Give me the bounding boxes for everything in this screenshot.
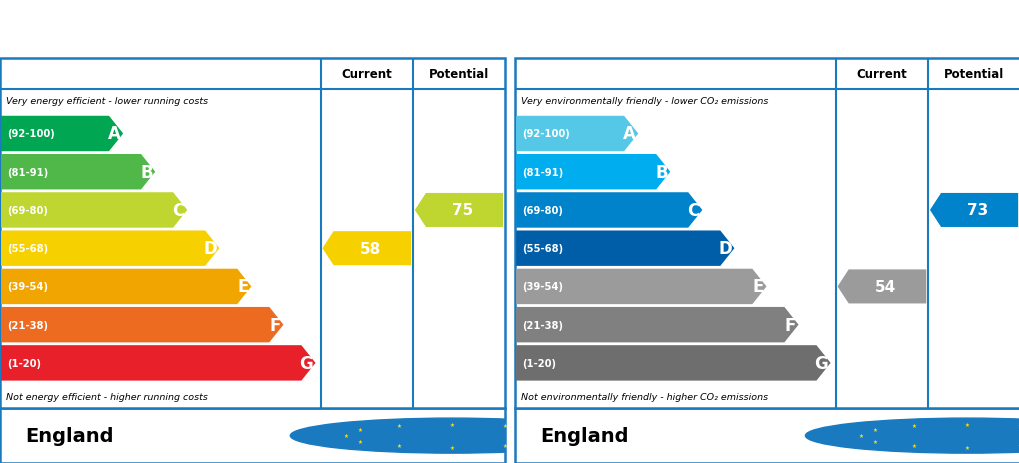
Polygon shape	[415, 194, 502, 227]
Text: Potential: Potential	[428, 68, 488, 81]
Text: A: A	[108, 125, 120, 143]
Polygon shape	[516, 231, 734, 266]
FancyBboxPatch shape	[0, 59, 504, 408]
Text: (21-38): (21-38)	[7, 320, 48, 330]
Text: (39-54): (39-54)	[522, 282, 562, 292]
Text: (69-80): (69-80)	[522, 206, 562, 215]
Text: (55-68): (55-68)	[522, 244, 562, 254]
Text: EU Directive
2002/91/EC: EU Directive 2002/91/EC	[326, 425, 390, 446]
Text: (69-80): (69-80)	[7, 206, 48, 215]
Text: ★: ★	[449, 444, 453, 450]
Text: D: D	[203, 240, 217, 257]
FancyBboxPatch shape	[515, 59, 1019, 408]
Text: G: G	[813, 354, 827, 372]
Text: B: B	[140, 163, 153, 181]
Polygon shape	[1, 155, 155, 190]
Text: England: England	[25, 426, 114, 445]
Text: C: C	[687, 201, 699, 219]
Text: ★: ★	[872, 439, 876, 444]
Text: (21-38): (21-38)	[522, 320, 562, 330]
Polygon shape	[516, 307, 798, 343]
Polygon shape	[1, 117, 123, 152]
Polygon shape	[837, 270, 925, 304]
Text: ★: ★	[541, 427, 545, 432]
FancyBboxPatch shape	[0, 408, 504, 463]
Text: (92-100): (92-100)	[7, 129, 55, 139]
Text: Not environmentally friendly - higher CO₂ emissions: Not environmentally friendly - higher CO…	[521, 393, 767, 401]
Polygon shape	[516, 269, 765, 305]
Text: ★: ★	[911, 443, 915, 448]
Text: Very environmentally friendly - lower CO₂ emissions: Very environmentally friendly - lower CO…	[521, 97, 767, 106]
Text: England: England	[540, 426, 629, 445]
Text: C: C	[172, 201, 184, 219]
Text: ★: ★	[396, 423, 400, 428]
Text: Energy Efficiency Rating: Energy Efficiency Rating	[118, 20, 386, 39]
Text: F: F	[784, 316, 795, 334]
Text: ★: ★	[1017, 423, 1019, 428]
Polygon shape	[516, 345, 829, 381]
Text: Current: Current	[856, 68, 906, 81]
Text: ★: ★	[396, 443, 400, 448]
Text: Very energy efficient - lower running costs: Very energy efficient - lower running co…	[6, 97, 208, 106]
Text: 73: 73	[966, 203, 987, 218]
Text: A: A	[623, 125, 635, 143]
Text: (81-91): (81-91)	[7, 167, 48, 177]
Text: ★: ★	[555, 433, 559, 438]
Text: ★: ★	[858, 433, 862, 438]
Text: (81-91): (81-91)	[522, 167, 562, 177]
Text: E: E	[237, 278, 249, 296]
Text: Environmental Impact (CO₂) Rating: Environmental Impact (CO₂) Rating	[575, 20, 959, 39]
Text: ★: ★	[358, 427, 362, 432]
Polygon shape	[516, 155, 669, 190]
Polygon shape	[516, 117, 638, 152]
Text: 75: 75	[451, 203, 473, 218]
Text: D: D	[717, 240, 732, 257]
Text: 58: 58	[359, 241, 380, 256]
Text: ★: ★	[502, 443, 506, 448]
Polygon shape	[1, 269, 251, 305]
Text: ★: ★	[1017, 443, 1019, 448]
Text: (1-20): (1-20)	[522, 358, 555, 368]
Text: ★: ★	[964, 444, 968, 450]
Text: F: F	[269, 316, 280, 334]
Polygon shape	[1, 193, 187, 228]
Text: (39-54): (39-54)	[7, 282, 48, 292]
Text: ★: ★	[343, 433, 347, 438]
FancyBboxPatch shape	[515, 408, 1019, 463]
Polygon shape	[1, 307, 283, 343]
Text: E: E	[752, 278, 763, 296]
Text: (55-68): (55-68)	[7, 244, 48, 254]
Text: ★: ★	[358, 439, 362, 444]
Text: 54: 54	[873, 279, 895, 294]
Text: (92-100): (92-100)	[522, 129, 570, 139]
Text: G: G	[299, 354, 313, 372]
Circle shape	[290, 418, 612, 453]
Polygon shape	[516, 193, 702, 228]
Text: ★: ★	[911, 423, 915, 428]
Text: (1-20): (1-20)	[7, 358, 41, 368]
Circle shape	[805, 418, 1019, 453]
Text: EU Directive
2002/91/EC: EU Directive 2002/91/EC	[841, 425, 905, 446]
Text: ★: ★	[964, 422, 968, 427]
Polygon shape	[1, 231, 219, 266]
Text: ★: ★	[872, 427, 876, 432]
Text: Current: Current	[341, 68, 391, 81]
Text: Not energy efficient - higher running costs: Not energy efficient - higher running co…	[6, 393, 208, 401]
Polygon shape	[322, 232, 411, 266]
Text: B: B	[654, 163, 667, 181]
Polygon shape	[1, 345, 315, 381]
Text: ★: ★	[449, 422, 453, 427]
Text: Potential: Potential	[943, 68, 1003, 81]
Polygon shape	[929, 194, 1017, 227]
Text: ★: ★	[502, 423, 506, 428]
Text: ★: ★	[541, 439, 545, 444]
